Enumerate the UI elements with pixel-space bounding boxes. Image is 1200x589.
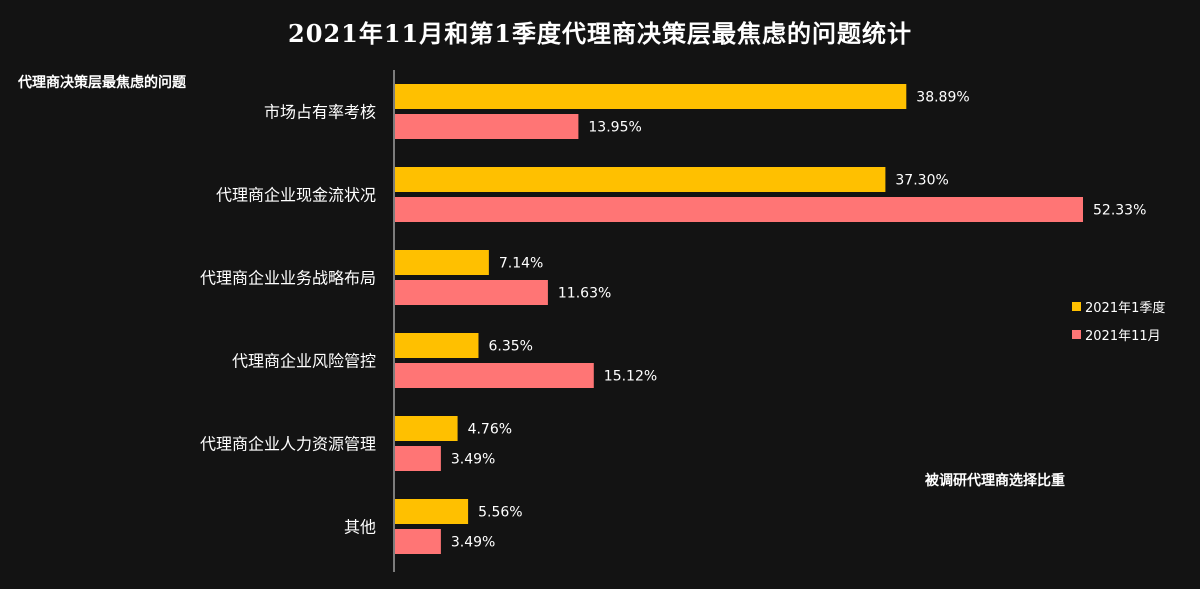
value-label: 3.49%: [451, 535, 495, 551]
bar-2021-q1: [395, 416, 458, 441]
category-label: 市场占有率考核: [264, 103, 376, 122]
category-label: 代理商企业风险管控: [232, 352, 376, 371]
legend-label-q1: 2021年1季度: [1085, 300, 1166, 316]
y-axis-title: 代理商决策层最焦虑的问题: [18, 75, 186, 91]
legend-label-nov: 2021年11月: [1085, 328, 1161, 344]
category-label: 代理商企业业务战略布局: [200, 269, 376, 288]
legend-swatch-nov: [1072, 329, 1081, 339]
bar-2021-q1: [395, 499, 469, 524]
x-axis-title: 被调研代理商选择比重: [925, 473, 1065, 489]
bar-2021-q1: [395, 250, 489, 275]
value-label: 3.49%: [451, 452, 495, 468]
legend-item-nov: 2021年11月: [1072, 324, 1165, 344]
chart-title: 2021年11月和第1季度代理商决策层最焦虑的问题统计: [288, 19, 912, 48]
value-label: 37.30%: [895, 173, 948, 189]
value-label: 5.56%: [478, 505, 522, 521]
bar-2021-q1: [395, 84, 907, 109]
legend: 2021年1季度 2021年11月: [1072, 296, 1165, 352]
category-label: 代理商企业现金流状况: [216, 186, 376, 205]
bar-2021-nov: [395, 280, 548, 305]
value-label: 6.35%: [488, 339, 532, 355]
value-label: 38.89%: [916, 90, 969, 106]
bar-2021-nov: [395, 529, 441, 554]
value-label: 7.14%: [499, 256, 543, 272]
chart-marks: 市场占有率考核 38.89% 13.95% 代理商企业现金流状况 37.30% 52.33…: [200, 84, 1146, 554]
bar-2021-q1: [395, 167, 886, 192]
bar-2021-nov: [395, 446, 441, 471]
bar-2021-nov: [395, 197, 1083, 222]
value-label: 52.33%: [1093, 203, 1146, 219]
legend-swatch-q1: [1072, 301, 1081, 311]
legend-item-q1: 2021年1季度: [1072, 296, 1165, 316]
bar-2021-nov: [395, 363, 594, 388]
value-label: 13.95%: [588, 120, 641, 136]
category-label: 其他: [344, 518, 376, 537]
value-label: 11.63%: [558, 286, 611, 302]
bar-2021-q1: [395, 333, 479, 358]
category-label: 代理商企业人力资源管理: [200, 435, 376, 454]
value-label: 4.76%: [468, 422, 512, 438]
value-label: 15.12%: [604, 369, 657, 385]
bar-2021-nov: [395, 114, 579, 139]
